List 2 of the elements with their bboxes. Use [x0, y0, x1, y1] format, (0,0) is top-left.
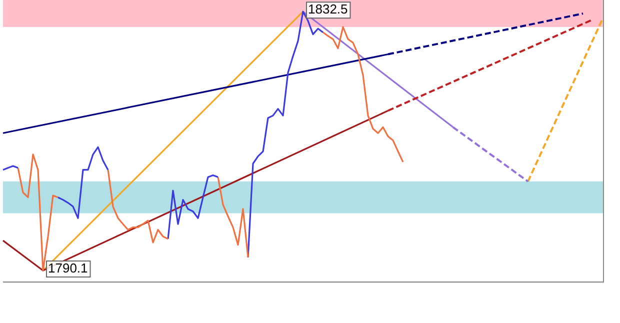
annotation: 1832.5: [308, 2, 348, 17]
annotation: 1790.1: [48, 260, 88, 276]
